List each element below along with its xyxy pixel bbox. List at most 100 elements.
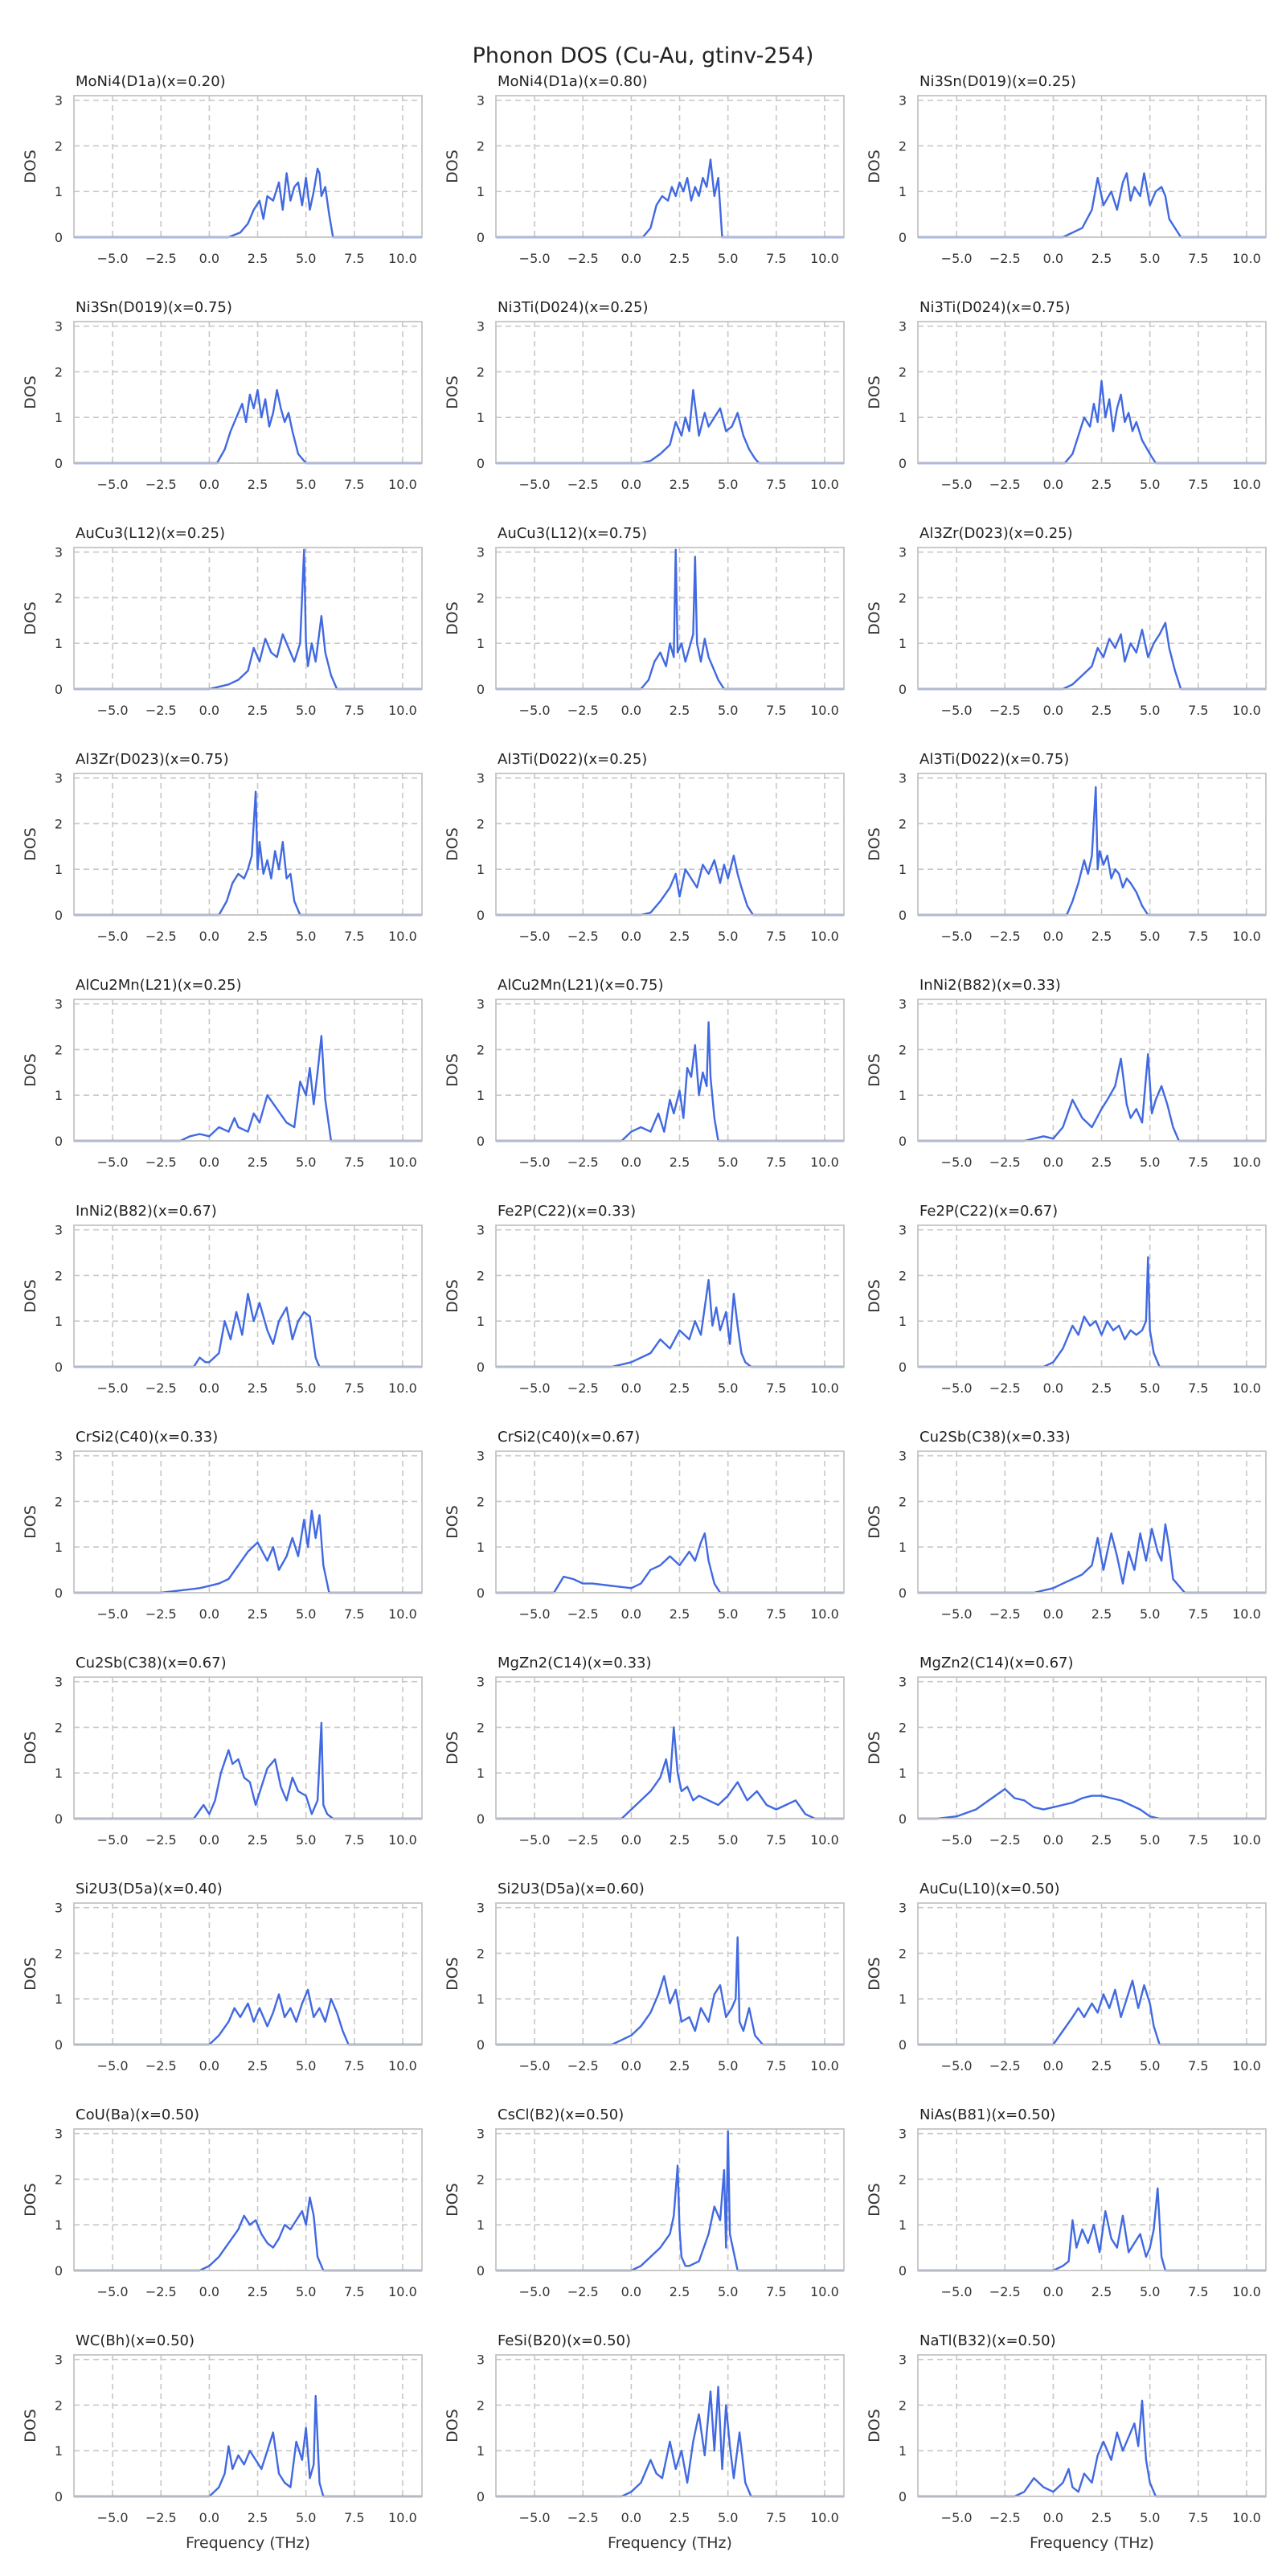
- x-tick-label: −5.0: [519, 2510, 551, 2525]
- axes-frame: [73, 547, 423, 690]
- x-tick-label: −2.5: [145, 2510, 177, 2525]
- axes-frame: [73, 1224, 423, 1368]
- x-tick-label: 2.5: [670, 2510, 690, 2525]
- x-tick-label: 5.0: [1140, 2510, 1160, 2525]
- dos-line: [918, 1523, 1266, 1594]
- plot-area: [496, 322, 844, 463]
- y-tick-label: 1: [477, 2443, 485, 2459]
- y-tick-label: 3: [55, 545, 63, 560]
- x-tick-label: −2.5: [989, 251, 1021, 266]
- y-tick-label: 2: [55, 1720, 63, 1735]
- y-tick-label: 1: [477, 1314, 485, 1329]
- y-axis-label: DOS: [444, 1279, 461, 1313]
- x-tick-label: 7.5: [1188, 2510, 1208, 2525]
- x-tick-label: 0.0: [621, 2058, 641, 2074]
- x-tick-label: −5.0: [941, 1832, 973, 1848]
- x-tick-label: 2.5: [670, 1606, 690, 1622]
- x-tick-label: 7.5: [1188, 1606, 1208, 1622]
- x-tick-label: 7.5: [344, 1606, 364, 1622]
- dos-line: [496, 389, 844, 465]
- x-tick-label: 5.0: [296, 2058, 316, 2074]
- plot-area: [74, 548, 422, 689]
- y-tick-label: 3: [477, 319, 485, 334]
- x-tick-label: 0.0: [621, 1606, 641, 1622]
- x-tick-label: 5.0: [1140, 929, 1160, 944]
- dos-line: [496, 1936, 844, 2046]
- y-tick-label: 0: [899, 2037, 907, 2053]
- dos-line: [74, 389, 422, 465]
- x-tick-label: 5.0: [296, 703, 316, 718]
- x-tick-label: 2.5: [1091, 2058, 1112, 2074]
- x-tick-label: 5.0: [718, 251, 738, 266]
- x-tick-label: −5.0: [941, 1155, 973, 1170]
- x-tick-label: 10.0: [1232, 1606, 1261, 1622]
- axes-frame: [495, 2128, 845, 2271]
- axes-frame: [495, 1450, 845, 1594]
- x-tick-label: 0.0: [199, 2284, 219, 2299]
- x-tick-label: −2.5: [567, 929, 599, 944]
- x-tick-label: 10.0: [388, 2058, 417, 2074]
- axes-frame: [495, 95, 845, 238]
- y-tick-label: 3: [55, 2352, 63, 2368]
- axes-frame: [917, 321, 1267, 464]
- x-tick-label: −2.5: [145, 929, 177, 944]
- y-tick-label: 0: [899, 908, 907, 923]
- dos-line: [918, 1256, 1266, 1368]
- x-tick-label: −5.0: [97, 251, 129, 266]
- x-tick-label: −5.0: [519, 2058, 551, 2074]
- x-tick-label: 2.5: [248, 251, 268, 266]
- y-axis-label: DOS: [866, 1279, 883, 1313]
- x-tick-label: 0.0: [1043, 1155, 1063, 1170]
- x-tick-label: 2.5: [248, 2058, 268, 2074]
- x-tick-label: 7.5: [344, 2058, 364, 2074]
- x-tick-label: 7.5: [344, 1832, 364, 1848]
- y-tick-label: 0: [477, 908, 485, 923]
- y-tick-label: 2: [477, 364, 485, 379]
- x-tick-label: 7.5: [344, 703, 364, 718]
- y-tick-label: 1: [477, 1991, 485, 2007]
- x-tick-label: 0.0: [199, 1832, 219, 1848]
- y-tick-label: 0: [899, 230, 907, 245]
- y-tick-label: 3: [899, 2127, 907, 2142]
- x-tick-label: 5.0: [1140, 2058, 1160, 2074]
- y-tick-label: 2: [477, 1042, 485, 1057]
- x-tick-label: 0.0: [1043, 1832, 1063, 1848]
- x-tick-label: −2.5: [145, 1155, 177, 1170]
- y-tick-label: 2: [477, 1268, 485, 1283]
- y-tick-label: 0: [899, 2489, 907, 2504]
- y-tick-label: 3: [477, 93, 485, 109]
- y-tick-label: 1: [899, 1088, 907, 1103]
- y-tick-label: 3: [55, 93, 63, 109]
- dos-line: [918, 2399, 1266, 2498]
- y-tick-label: 1: [477, 636, 485, 651]
- x-tick-label: 5.0: [718, 1606, 738, 1622]
- x-tick-label: 0.0: [621, 251, 641, 266]
- axes-frame: [495, 547, 845, 690]
- x-tick-label: 10.0: [810, 1832, 839, 1848]
- y-axis-label: DOS: [866, 375, 883, 409]
- plot-area: [918, 2129, 1266, 2270]
- x-tick-label: 7.5: [344, 2510, 364, 2525]
- y-tick-label: 0: [55, 1134, 63, 1149]
- y-tick-label: 0: [899, 1360, 907, 1375]
- y-tick-label: 0: [899, 1134, 907, 1149]
- x-tick-label: −2.5: [989, 2510, 1021, 2525]
- axes-frame: [917, 1224, 1267, 1368]
- x-tick-label: 0.0: [1043, 251, 1063, 266]
- dos-line: [918, 2187, 1266, 2272]
- x-tick-label: 5.0: [718, 1155, 738, 1170]
- x-tick-label: −5.0: [941, 929, 973, 944]
- y-axis-label: DOS: [866, 1957, 883, 1991]
- plot-area: [74, 1903, 422, 2045]
- dos-line: [74, 2394, 422, 2498]
- subplot-title: Al3Zr(D023)(x=0.75): [76, 751, 229, 768]
- x-tick-label: 10.0: [1232, 1380, 1261, 1396]
- y-tick-label: 3: [55, 1675, 63, 1690]
- dos-line: [496, 548, 844, 691]
- y-tick-label: 1: [55, 1991, 63, 2007]
- x-tick-label: −5.0: [97, 2510, 129, 2525]
- y-tick-label: 1: [899, 1766, 907, 1781]
- x-tick-label: 7.5: [766, 1606, 786, 1622]
- x-tick-label: 2.5: [1091, 929, 1112, 944]
- x-tick-label: 7.5: [766, 2058, 786, 2074]
